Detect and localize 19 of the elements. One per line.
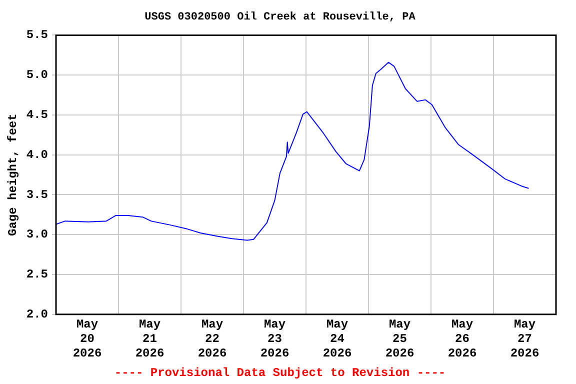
x-tick-label: May 24 2026	[322, 318, 352, 360]
x-tick-label: May 25 2026	[385, 318, 414, 360]
y-tick-label: 3.5	[26, 188, 48, 202]
x-tick-label: May 23 2026	[260, 318, 290, 360]
y-tick-label: 2.0	[26, 307, 48, 322]
y-tick-label: 5.0	[26, 68, 48, 82]
y-axis-title: Gage height, feet	[6, 114, 20, 236]
x-tick-label: May 26 2026	[448, 318, 477, 360]
y-tick-label: 5.5	[26, 28, 48, 42]
y-tick-label: 2.5	[26, 268, 48, 282]
chart-title: USGS 03020500 Oil Creek at Rouseville, PA	[144, 11, 416, 24]
y-tick-label: 4.0	[26, 148, 48, 162]
x-tick-label: May 27 2026	[510, 318, 540, 360]
text: ---- Provisional Data Subject to Revision ----	[114, 366, 446, 380]
y-tick-label: 3.0	[26, 228, 48, 242]
y-tick-label: 4.5	[26, 108, 48, 122]
x-tick-label: May 22 2026	[198, 318, 227, 360]
x-tick-label: May 21 2026	[135, 318, 164, 360]
x-tick-label: May 20 2026	[72, 318, 102, 360]
